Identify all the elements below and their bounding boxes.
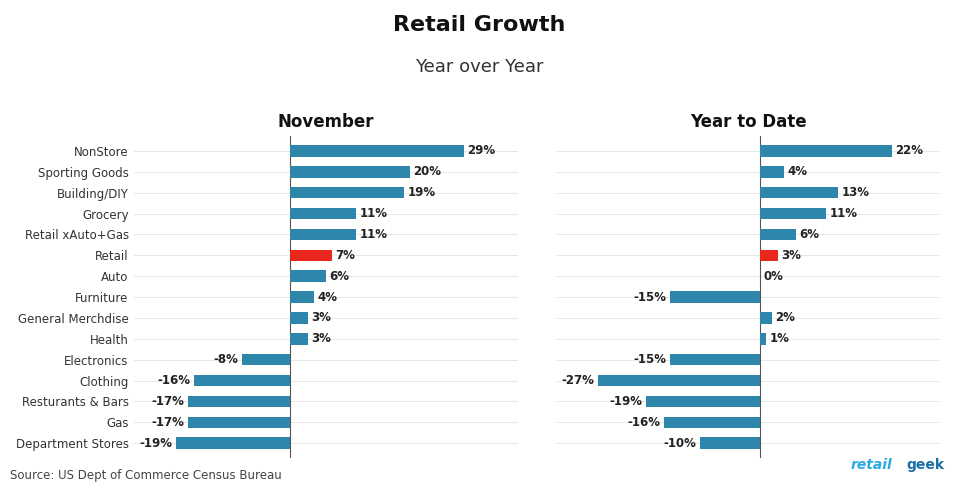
Bar bbox=[291, 145, 464, 157]
Text: 0%: 0% bbox=[763, 270, 784, 282]
Bar bbox=[646, 395, 760, 407]
Text: Retail Growth: Retail Growth bbox=[393, 15, 566, 35]
Bar bbox=[291, 249, 332, 261]
Text: -19%: -19% bbox=[140, 437, 173, 450]
Bar bbox=[670, 291, 760, 303]
Text: 22%: 22% bbox=[896, 145, 924, 157]
Bar bbox=[598, 375, 760, 386]
Bar bbox=[760, 145, 892, 157]
Text: 11%: 11% bbox=[830, 207, 857, 220]
Text: 7%: 7% bbox=[336, 249, 356, 262]
Bar bbox=[291, 208, 356, 219]
Text: 11%: 11% bbox=[360, 207, 387, 220]
Text: 19%: 19% bbox=[408, 186, 435, 199]
Bar bbox=[760, 229, 796, 240]
Bar bbox=[194, 375, 291, 386]
Text: -8%: -8% bbox=[214, 353, 239, 366]
Text: -16%: -16% bbox=[157, 374, 191, 387]
Bar bbox=[188, 416, 291, 428]
Text: 29%: 29% bbox=[468, 145, 496, 157]
Text: 3%: 3% bbox=[312, 332, 332, 345]
Text: 3%: 3% bbox=[782, 249, 802, 262]
Bar bbox=[760, 333, 766, 345]
Bar bbox=[291, 333, 308, 345]
Text: November: November bbox=[278, 113, 374, 131]
Bar bbox=[291, 187, 404, 199]
Text: Source: US Dept of Commerce Census Bureau: Source: US Dept of Commerce Census Burea… bbox=[10, 469, 281, 482]
Text: 1%: 1% bbox=[769, 332, 789, 345]
Bar bbox=[760, 187, 838, 199]
Bar bbox=[291, 270, 326, 282]
Bar bbox=[291, 291, 315, 303]
Bar bbox=[291, 229, 356, 240]
Bar bbox=[176, 437, 291, 449]
Bar bbox=[760, 208, 826, 219]
Text: 4%: 4% bbox=[787, 166, 807, 178]
Bar bbox=[188, 395, 291, 407]
Text: retail: retail bbox=[850, 458, 892, 472]
Bar bbox=[760, 166, 784, 178]
Bar bbox=[291, 312, 308, 324]
Text: 2%: 2% bbox=[776, 312, 795, 324]
Text: -19%: -19% bbox=[610, 395, 643, 408]
Text: 20%: 20% bbox=[413, 166, 441, 178]
Text: 4%: 4% bbox=[317, 291, 338, 303]
Bar bbox=[243, 354, 291, 365]
Text: 11%: 11% bbox=[360, 228, 387, 241]
Bar bbox=[670, 354, 760, 365]
Text: 3%: 3% bbox=[312, 312, 332, 324]
Text: 13%: 13% bbox=[842, 186, 870, 199]
Text: -15%: -15% bbox=[634, 291, 667, 303]
Bar bbox=[760, 312, 772, 324]
Bar bbox=[291, 166, 410, 178]
Bar bbox=[664, 416, 760, 428]
Text: Year to Date: Year to Date bbox=[690, 113, 807, 131]
Text: -15%: -15% bbox=[634, 353, 667, 366]
Text: -27%: -27% bbox=[562, 374, 595, 387]
Text: -17%: -17% bbox=[152, 395, 185, 408]
Text: -16%: -16% bbox=[627, 416, 661, 429]
Text: -10%: -10% bbox=[664, 437, 696, 450]
Bar bbox=[700, 437, 760, 449]
Text: 6%: 6% bbox=[800, 228, 820, 241]
Text: 6%: 6% bbox=[330, 270, 350, 282]
Bar bbox=[760, 249, 778, 261]
Text: geek: geek bbox=[906, 458, 945, 472]
Text: Year over Year: Year over Year bbox=[415, 58, 544, 76]
Text: -17%: -17% bbox=[152, 416, 185, 429]
